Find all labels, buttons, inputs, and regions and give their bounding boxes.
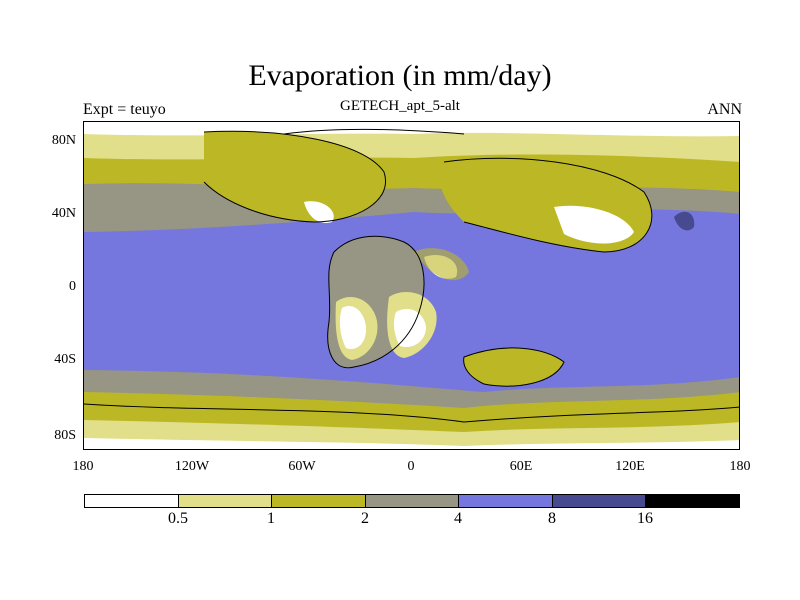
colorbar-level-label: 2 [361, 510, 369, 527]
asia-dry-core [554, 205, 634, 244]
y-tick-label: 80S [54, 428, 76, 443]
y-tick-label: 80N [51, 133, 76, 148]
y-tick-label: 40S [54, 352, 76, 367]
colorbar-swatch [85, 495, 179, 507]
colorbar-level-label: 0.5 [168, 510, 188, 527]
colorbar-swatch [365, 495, 460, 507]
colorbar-swatch [272, 495, 366, 507]
north-africa-land [414, 248, 469, 281]
experiment-label: Expt = teuyo [83, 101, 166, 118]
x-tick-label: 180 [729, 459, 751, 474]
colorbar [84, 494, 740, 508]
colorbar-level-label: 4 [454, 510, 462, 527]
plot-title: Evaporation (in mm/day) [248, 59, 552, 92]
x-tick-label: 60W [288, 459, 316, 474]
colorbar-swatch [552, 495, 647, 507]
colorbar-level-label: 16 [637, 510, 653, 527]
evaporation-map [84, 122, 739, 449]
north-america-land [204, 131, 386, 222]
high-evap-patch [674, 211, 695, 231]
x-tick-label: 120E [615, 459, 645, 474]
australia-antarctica-land [463, 347, 564, 387]
antarctic-band [84, 438, 739, 449]
season-label: ANN [707, 101, 742, 118]
south-america-dry-core [339, 306, 367, 350]
x-tick-label: 60E [509, 459, 533, 474]
north-america-dry [304, 201, 334, 224]
colorbar-level-label: 1 [267, 510, 275, 527]
y-tick-label: 40N [51, 206, 76, 221]
colorbar-level-label: 8 [548, 510, 556, 527]
map-panel [83, 121, 740, 450]
y-tick-label: 0 [69, 279, 76, 294]
x-tick-label: 0 [407, 459, 415, 474]
x-tick-label: 120W [174, 459, 210, 474]
coastlines [84, 128, 739, 423]
colorbar-swatch [646, 495, 740, 507]
colorbar-swatch [459, 495, 553, 507]
africa-dry-core [393, 308, 426, 348]
x-tick-label: 180 [72, 459, 94, 474]
plot-subtitle: GETECH_apt_5-alt [340, 98, 460, 114]
colorbar-swatch [178, 495, 273, 507]
